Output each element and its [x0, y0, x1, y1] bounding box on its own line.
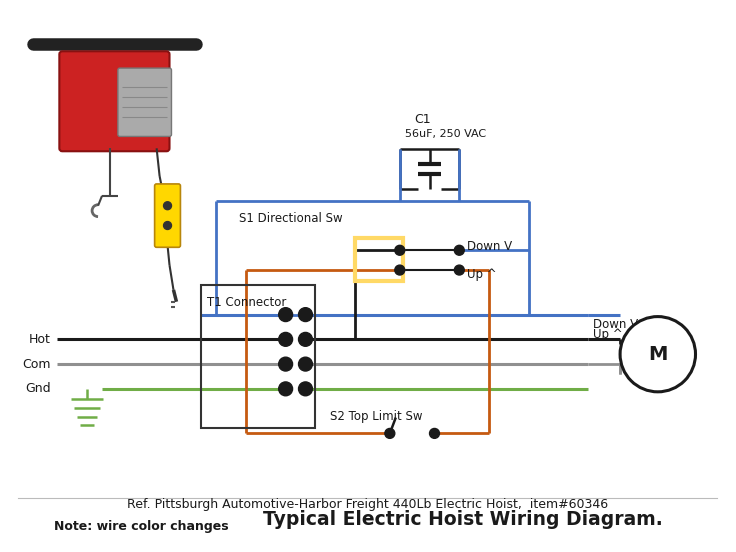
Circle shape [454, 265, 464, 275]
Text: S1 Directional Sw: S1 Directional Sw [239, 212, 342, 225]
Circle shape [394, 245, 405, 255]
Text: Down V: Down V [593, 319, 638, 331]
Text: M: M [648, 344, 668, 364]
Text: T1 Connector: T1 Connector [208, 296, 286, 309]
Text: C1: C1 [414, 113, 431, 126]
Circle shape [430, 428, 439, 438]
Circle shape [394, 265, 405, 275]
Circle shape [163, 201, 171, 210]
Circle shape [620, 317, 696, 392]
Circle shape [385, 428, 394, 438]
Circle shape [279, 332, 293, 346]
Text: Up ^: Up ^ [467, 268, 497, 280]
Text: S2 Top Limit Sw: S2 Top Limit Sw [330, 410, 422, 423]
Text: Com: Com [22, 358, 50, 370]
Circle shape [299, 382, 312, 396]
FancyBboxPatch shape [155, 184, 180, 247]
Circle shape [299, 357, 312, 371]
Bar [201, 285, 316, 428]
Circle shape [299, 307, 312, 321]
Circle shape [299, 332, 312, 346]
Text: Ref. Pittsburgh Automotive-Harbor Freight 440Lb Electric Hoist,  item#60346: Ref. Pittsburgh Automotive-Harbor Freigh… [127, 498, 609, 511]
Text: Up ^: Up ^ [593, 328, 623, 342]
Text: Note: wire color changes: Note: wire color changes [54, 520, 229, 533]
Circle shape [279, 357, 293, 371]
FancyBboxPatch shape [60, 51, 169, 151]
Circle shape [163, 221, 171, 230]
Text: 56uF, 250 VAC: 56uF, 250 VAC [405, 129, 486, 140]
Circle shape [279, 382, 293, 396]
Text: Gnd: Gnd [25, 383, 50, 395]
Circle shape [279, 307, 293, 321]
Bar [355, 238, 403, 281]
Text: Hot: Hot [29, 333, 50, 346]
FancyBboxPatch shape [118, 68, 171, 136]
Text: Typical Electric Hoist Wiring Diagram.: Typical Electric Hoist Wiring Diagram. [263, 509, 663, 529]
Circle shape [454, 245, 464, 255]
Text: Down V: Down V [467, 240, 512, 253]
